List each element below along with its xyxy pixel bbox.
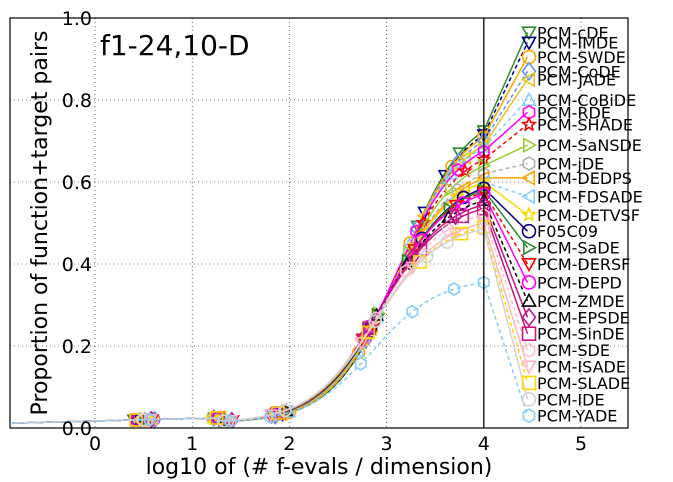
legend-marker [521, 36, 537, 51]
legend-marker [521, 375, 537, 391]
legend-marker [520, 188, 535, 205]
series-marker [452, 162, 465, 177]
series-marker [354, 356, 367, 371]
y-tick-label: 0.6 [62, 172, 92, 194]
series-marker [458, 150, 472, 166]
series-marker [441, 209, 456, 223]
legend-label: PCM-SaNSDE [537, 136, 642, 155]
series-marker [209, 411, 224, 425]
series-marker [264, 409, 277, 424]
series-line [12, 79, 529, 424]
series-marker [447, 227, 463, 241]
legend-marker [521, 61, 537, 82]
legend-label: PCM-cDE [537, 23, 609, 42]
legend-label: PCM-jDE [537, 155, 604, 174]
plot-frame [9, 17, 629, 429]
legend-marker [522, 156, 536, 172]
y-tick-label: 0.0 [62, 418, 92, 440]
legend-label: PCM-DERSF [537, 255, 630, 274]
series-marker [448, 207, 463, 226]
legend-marker [521, 391, 537, 407]
legend-label: PCM-SinDE [537, 325, 625, 344]
legend-label: PCM-CoBiDE [537, 91, 636, 110]
legend-label: PCM-DEDPS [537, 169, 632, 188]
series-line [12, 222, 529, 424]
series-marker [361, 325, 376, 340]
series-line [12, 191, 529, 424]
series-marker [278, 403, 292, 418]
legend-marker [522, 408, 536, 424]
legend-label: PCM-IMDE [537, 34, 618, 53]
legend-label: PCM-SWDE [537, 48, 626, 67]
legend-marker [520, 206, 538, 222]
y-tick-label: 0.4 [62, 254, 92, 276]
legend-marker [521, 275, 537, 290]
legend-label: PCM-SaDE [537, 239, 620, 258]
legend-label: PCM-RDE [537, 103, 611, 122]
series-marker [440, 235, 454, 249]
series-marker [419, 249, 434, 264]
legend-marker [523, 239, 538, 256]
legend-label: PCM-IDE [537, 390, 605, 409]
y-axis-label: Proportion of function+target pairs [28, 31, 53, 416]
x-tick-label: 2 [283, 433, 295, 455]
series-marker [455, 209, 470, 224]
legend-label: PCM-SHADE [537, 116, 633, 135]
series-marker [454, 226, 469, 241]
y-tick-label: 1.0 [62, 8, 92, 30]
series-marker [143, 412, 156, 427]
legend-marker [521, 307, 537, 328]
legend-marker [521, 223, 537, 239]
legend-label: PCM-SLADE [537, 374, 630, 393]
legend-label: PCM-SDE [537, 341, 610, 360]
x-tick-label: 3 [381, 433, 393, 455]
series-marker [406, 304, 419, 319]
x-axis-label: log10 of (# f-evals / dimension) [146, 455, 493, 480]
x-tick-label: 5 [575, 433, 587, 455]
legend-label: PCM-FDSADE [537, 187, 643, 206]
series-marker [354, 337, 369, 351]
series-lines [12, 32, 529, 428]
series-line [12, 213, 529, 424]
x-tick-label: 1 [186, 433, 198, 455]
series-marker [444, 181, 459, 197]
legend-label: PCM-CoDE [537, 62, 621, 81]
legend: PCM-cDEPCM-IMDEPCM-SWDEPCM-CoDEPCM-JADEP… [520, 23, 643, 426]
legend-marker [522, 342, 536, 358]
legend-marker [520, 116, 538, 132]
series-marker [369, 310, 382, 325]
legend-marker [521, 26, 537, 41]
series-marker [457, 162, 473, 178]
legend-label: PCM-DETVSF [537, 206, 640, 225]
legend-marker [523, 137, 538, 153]
legend-marker [521, 360, 537, 375]
legend-label: PCM-YADE [537, 407, 617, 426]
legend-marker [521, 49, 537, 65]
series-marker [449, 188, 465, 204]
grid [10, 17, 628, 429]
legend-marker [521, 326, 537, 341]
legend-label: PCM-ZMDE [537, 292, 625, 311]
tick-labels: 0 1 2 3 4 5 0.0 0.2 0.4 0.6 0.8 1.0 [62, 8, 587, 455]
series-marker [224, 414, 237, 428]
series-line [12, 281, 529, 424]
x-tick-label: 0 [89, 433, 101, 455]
x-tick-label: 4 [478, 433, 490, 455]
legend-label: PCM-EPSDE [537, 308, 630, 327]
legend-label: PCM-ISADE [537, 358, 626, 377]
legend-label: PCM-DEPD [537, 273, 622, 292]
series-marker [448, 282, 461, 297]
legend-marker [521, 258, 537, 273]
y-tick-label: 0.8 [62, 90, 92, 112]
y-tick-label: 0.2 [62, 336, 92, 358]
legend-marker [520, 170, 535, 186]
legend-marker [521, 292, 537, 307]
legend-label: PCM-JADE [537, 71, 616, 90]
series-marker [413, 255, 427, 269]
legend-marker [520, 71, 535, 88]
chart-annotation: f1-24,10-D [100, 29, 250, 62]
series-marker [368, 314, 383, 329]
legend-label: F05C09 [537, 222, 598, 241]
